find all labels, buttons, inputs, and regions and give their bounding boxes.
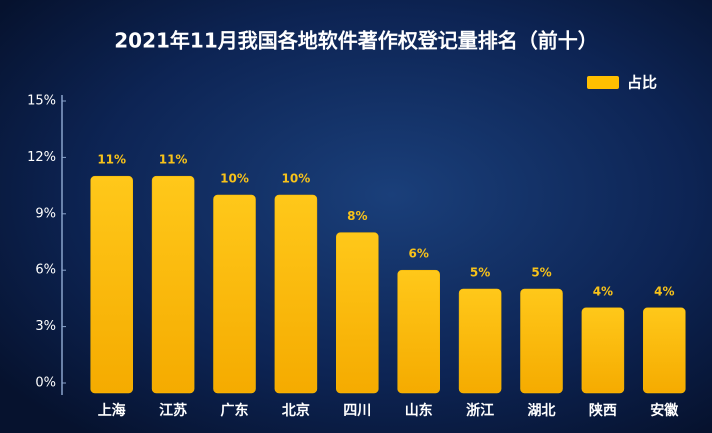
- legend-swatch: [587, 76, 619, 89]
- bar: [274, 194, 318, 394]
- x-tick-label: 陕西: [589, 402, 617, 419]
- value-label: 5%: [470, 266, 490, 280]
- x-tick-label: 上海: [98, 402, 126, 419]
- x-tick-label: 山东: [405, 402, 433, 419]
- x-tick-label: 四川: [343, 403, 371, 419]
- x-tick-label: 广东: [221, 402, 249, 419]
- legend-label: 占比: [627, 74, 657, 92]
- value-label: 4%: [654, 284, 674, 298]
- x-tick-label: 湖北: [528, 403, 556, 419]
- value-label: 4%: [593, 284, 613, 298]
- value-label: 5%: [531, 266, 551, 280]
- x-tick-label: 浙江: [466, 402, 494, 419]
- y-tick-label: 6%: [35, 263, 56, 278]
- bar: [397, 269, 440, 394]
- bar: [458, 288, 502, 394]
- x-tick-label: 江苏: [159, 402, 187, 419]
- y-tick-label: 0%: [35, 376, 56, 391]
- value-label: 6%: [409, 247, 429, 261]
- bar: [336, 232, 379, 394]
- value-label: 8%: [347, 209, 367, 223]
- value-label: 11%: [159, 153, 188, 167]
- y-tick-label: 9%: [35, 206, 56, 221]
- bar: [151, 175, 195, 394]
- y-tick-label: 15%: [27, 94, 56, 109]
- bar: [581, 307, 625, 394]
- bar: [90, 175, 133, 394]
- bar: [643, 307, 686, 394]
- bar: [520, 288, 563, 394]
- y-tick-label: 3%: [35, 319, 56, 334]
- value-label: 10%: [282, 172, 311, 186]
- bar: [213, 194, 256, 394]
- value-label: 10%: [220, 172, 249, 186]
- x-tick-label: 安徽: [650, 402, 679, 419]
- value-label: 11%: [97, 153, 126, 167]
- chart-title: 2021年11月我国各地软件著作权登记量排名（前十）: [114, 29, 598, 53]
- x-tick-label: 北京: [282, 402, 310, 419]
- y-tick-label: 12%: [27, 150, 56, 165]
